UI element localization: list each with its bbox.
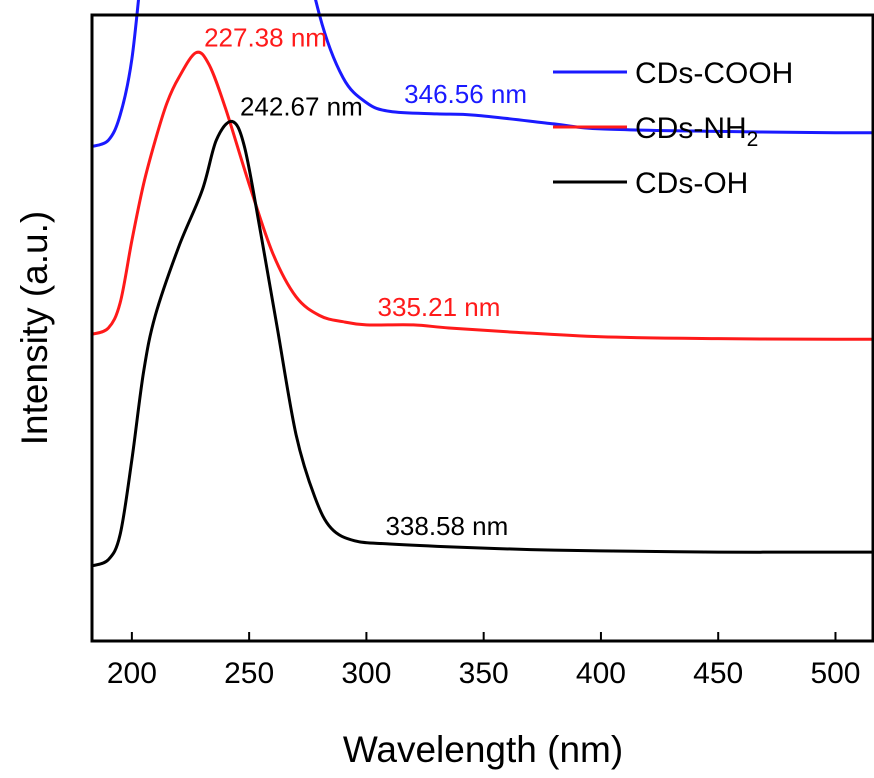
peak-label-2-1: 338.58 nm	[385, 511, 508, 541]
x-axis: 200 250 300 350 400 450 500	[107, 632, 861, 690]
series-line-2	[90, 119, 874, 568]
series-line-0	[90, 0, 874, 148]
x-tick-label-2: 300	[341, 657, 391, 690]
peak-label-0-1: 346.56 nm	[404, 79, 527, 109]
plot-frame	[90, 13, 874, 643]
series-line-1	[90, 50, 874, 341]
x-tick-label-4: 400	[576, 657, 626, 690]
legend: CDs-COOH CDs-NH2 CDs-OH	[553, 57, 793, 200]
legend-label-0: CDs-COOH	[635, 57, 793, 90]
peak-label-1-0: 227.38 nm	[204, 23, 327, 53]
x-tick-label-0: 200	[107, 657, 157, 690]
x-tick-label-6: 500	[810, 657, 860, 690]
y-axis-title: Intensity (a.u.)	[14, 211, 55, 445]
x-tick-label-3: 350	[459, 657, 509, 690]
peak-label-2-0: 242.67 nm	[240, 91, 363, 121]
legend-label-1: CDs-NH2	[635, 112, 758, 151]
x-tick-label-5: 450	[693, 657, 743, 690]
peak-label-1-1: 335.21 nm	[378, 292, 501, 322]
legend-label-2: CDs-OH	[635, 167, 748, 200]
x-axis-title: Wavelength (nm)	[343, 729, 623, 770]
x-tick-label-1: 250	[224, 657, 274, 690]
